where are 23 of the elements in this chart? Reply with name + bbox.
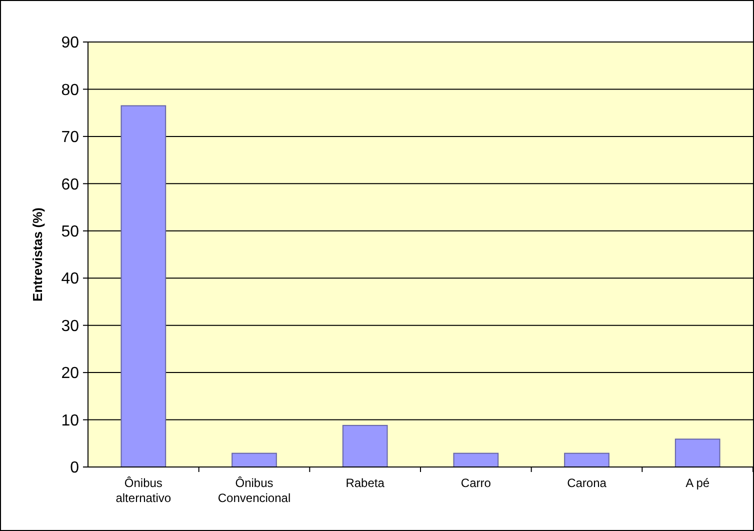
x-tick-label: A pé [686, 476, 710, 490]
bar [342, 424, 388, 468]
y-tick-label: 60 [61, 176, 80, 194]
y-tick-label: 30 [61, 318, 80, 335]
bar [232, 452, 277, 468]
x-tick-label: Carro [460, 476, 492, 490]
y-tick-label: 10 [61, 412, 80, 430]
bar [674, 438, 720, 468]
y-tick-label: 0 [70, 460, 80, 477]
x-tick-label: Rabeta [346, 476, 385, 490]
y-tick-label: 20 [61, 365, 80, 382]
x-tick-label: Ônibus Convencional [218, 476, 291, 505]
bar [564, 452, 610, 468]
y-axis-title: Entrevistas (%) [30, 208, 45, 302]
y-tick-label: 50 [61, 223, 80, 240]
x-tick-label: Carona [567, 476, 607, 490]
y-tick-label: 70 [61, 129, 80, 146]
bar [120, 105, 166, 468]
y-tick-label: 80 [61, 82, 80, 99]
x-tick-label: Ônibus alternativo [116, 476, 172, 505]
y-tick-label: 40 [61, 270, 80, 288]
y-tick-label: 90 [61, 34, 80, 52]
bar [453, 452, 499, 468]
